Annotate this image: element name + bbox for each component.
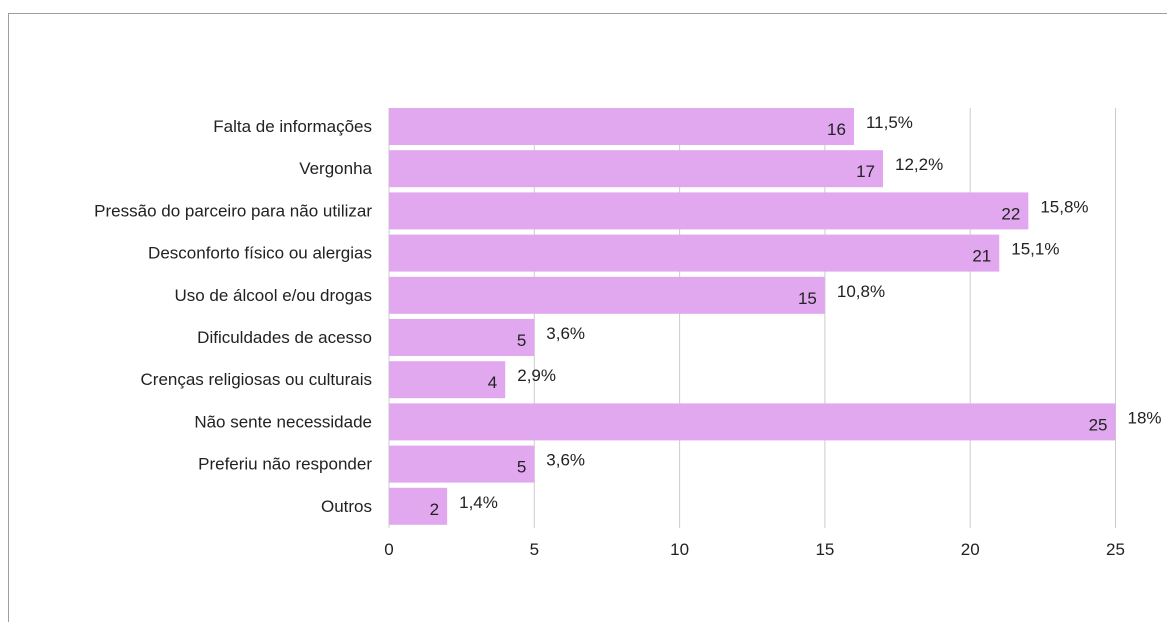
category-label: Desconforto físico ou alergias: [148, 244, 372, 263]
bar-value-label: 25: [1089, 415, 1108, 434]
bars: 16 11,5% 17 12,2% 22 15,8% 21 15,1% 15 10,8% 5 3,6%…: [389, 108, 1162, 525]
bar: [389, 235, 999, 272]
x-tick-label: 0: [384, 540, 393, 559]
category-label: Outros: [321, 497, 372, 516]
x-tick-label: 10: [670, 540, 689, 559]
category-label: Vergonha: [299, 159, 372, 178]
bar-percent-label: 10,8%: [837, 282, 885, 301]
bar-percent-label: 18%: [1128, 408, 1162, 427]
bar-percent-label: 11,5%: [866, 113, 913, 132]
bar-percent-label: 2,9%: [517, 366, 556, 385]
bar-value-label: 21: [972, 247, 991, 266]
bar-value-label: 5: [517, 458, 526, 477]
x-tick-label: 15: [815, 540, 834, 559]
bar: [389, 446, 534, 483]
bar-value-label: 16: [827, 120, 846, 139]
category-label: Uso de álcool e/ou drogas: [174, 286, 372, 305]
bar-value-label: 4: [488, 373, 497, 392]
bar-value-label: 2: [430, 500, 439, 519]
bar-percent-label: 12,2%: [895, 155, 943, 174]
x-axis-tick-labels: 0 5 10 15 20 25: [384, 540, 1125, 559]
bar: [389, 192, 1028, 229]
bar-value-label: 15: [798, 289, 817, 308]
bar: [389, 277, 825, 314]
bar: [389, 403, 1116, 440]
category-labels: Falta de informações Vergonha Pressão do p…: [94, 117, 372, 516]
x-tick-label: 25: [1106, 540, 1125, 559]
bar-percent-label: 3,6%: [546, 324, 585, 343]
category-label: Dificuldades de acesso: [197, 328, 372, 347]
category-label: Pressão do parceiro para não utilizar: [94, 201, 372, 220]
bar: [389, 319, 534, 356]
bar-value-label: 17: [856, 162, 875, 181]
x-tick-label: 20: [961, 540, 980, 559]
bar-percent-label: 15,1%: [1011, 240, 1059, 259]
category-label: Crenças religiosas ou culturais: [141, 370, 373, 389]
bar-percent-label: 15,8%: [1040, 197, 1088, 216]
bar-percent-label: 1,4%: [459, 493, 498, 512]
bar: [389, 150, 883, 187]
x-tick-label: 5: [530, 540, 539, 559]
bar-value-label: 22: [1001, 204, 1020, 223]
bar: [389, 108, 854, 145]
category-label: Falta de informações: [213, 117, 372, 136]
bar-value-label: 5: [517, 331, 526, 350]
category-label: Preferiu não responder: [198, 455, 372, 474]
bar-percent-label: 3,6%: [546, 451, 585, 470]
category-label: Não sente necessidade: [194, 412, 372, 431]
